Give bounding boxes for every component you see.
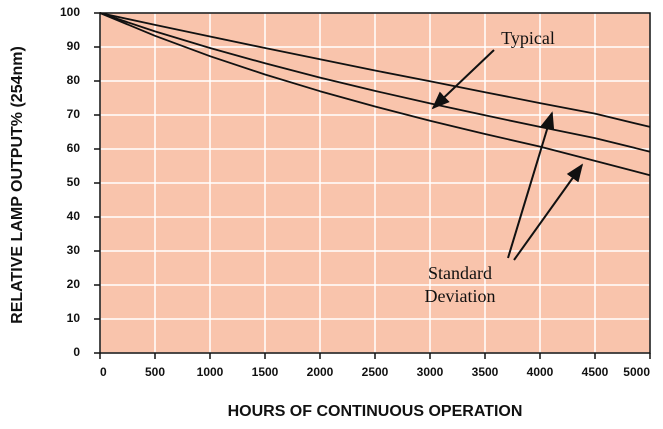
x-tick-label: 1000 [197,365,224,379]
x-tick-label: 2000 [307,365,334,379]
y-tick-label: 70 [67,107,81,121]
x-tick-label: 2500 [362,365,389,379]
x-tick-label: 500 [145,365,165,379]
annotation-arrow [507,111,555,259]
annotation-arrow [431,49,495,110]
y-tick-label: 60 [67,141,81,155]
y-tick-label: 50 [67,175,81,189]
x-tick-label: 4000 [527,365,554,379]
annotation: Typical [501,28,555,48]
x-tick-label: 4500 [582,365,609,379]
y-tick-label: 90 [67,39,81,53]
annotation: Standard Deviation [424,263,496,306]
x-tick-label: 5000 [623,365,650,379]
data-line [99,12,651,177]
x-tick-label: 1500 [252,365,279,379]
data-line [99,12,651,153]
data-line [99,12,651,128]
x-axis-label: HOURS OF CONTINUOUS OPERATION [228,403,523,420]
y-tick-label: 40 [67,209,81,223]
x-tick-label: 3000 [417,365,444,379]
y-tick-label: 10 [67,311,81,325]
y-tick-label: 100 [60,5,80,19]
y-tick-label: 30 [67,243,81,257]
x-tick-label: 0 [100,365,107,379]
y-tick-label: 80 [67,73,81,87]
x-tick-label: 3500 [472,365,499,379]
y-tick-label: 20 [67,277,81,291]
y-axis-label: RELATIVE LAMP OUTPUT% (254nm) [9,46,26,324]
annotation-arrow [513,163,584,261]
y-tick-label: 0 [73,345,80,359]
